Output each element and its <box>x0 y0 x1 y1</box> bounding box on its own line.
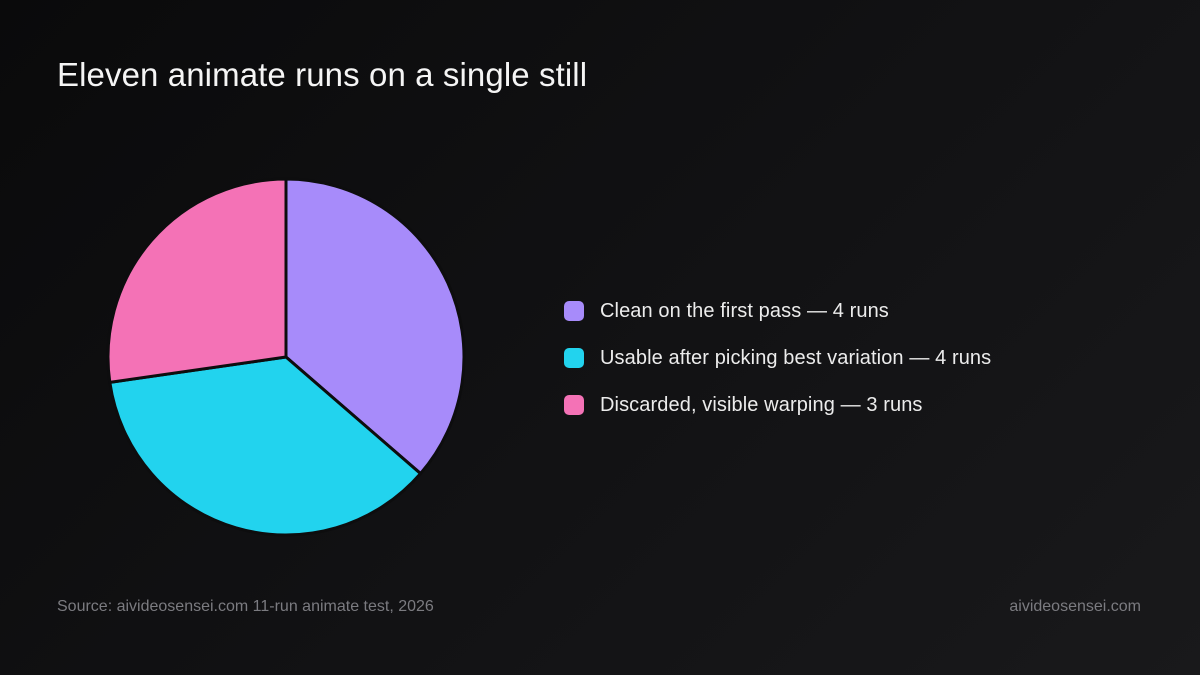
pie-slice-usable <box>108 355 423 537</box>
chart-title: Eleven animate runs on a single still <box>57 56 588 93</box>
pie-slice-clean <box>284 177 466 476</box>
legend-item-usable: Usable after picking best variation — 4 … <box>564 342 991 374</box>
legend-item-clean: Clean on the first pass — 4 runs <box>564 295 991 327</box>
brand-label: aivideosensei.com <box>1009 598 1141 615</box>
legend-item-discarded: Discarded, visible warping — 3 runs <box>564 389 991 421</box>
source-note: Source: aivideosensei.com 11-run animate… <box>57 598 434 615</box>
legend-swatch-discarded <box>564 395 584 415</box>
legend-label-usable: Usable after picking best variation — 4 … <box>600 346 992 369</box>
legend-swatch-clean <box>564 301 584 321</box>
legend-label-discarded: Discarded, visible warping — 3 runs <box>600 393 923 416</box>
legend-label-clean: Clean on the first pass — 4 runs <box>600 299 889 322</box>
legend-swatch-usable <box>564 348 584 368</box>
legend: Clean on the first pass — 4 runs Usable … <box>564 295 991 436</box>
pie-slice-discarded <box>106 177 288 384</box>
pie-slices <box>106 177 466 537</box>
